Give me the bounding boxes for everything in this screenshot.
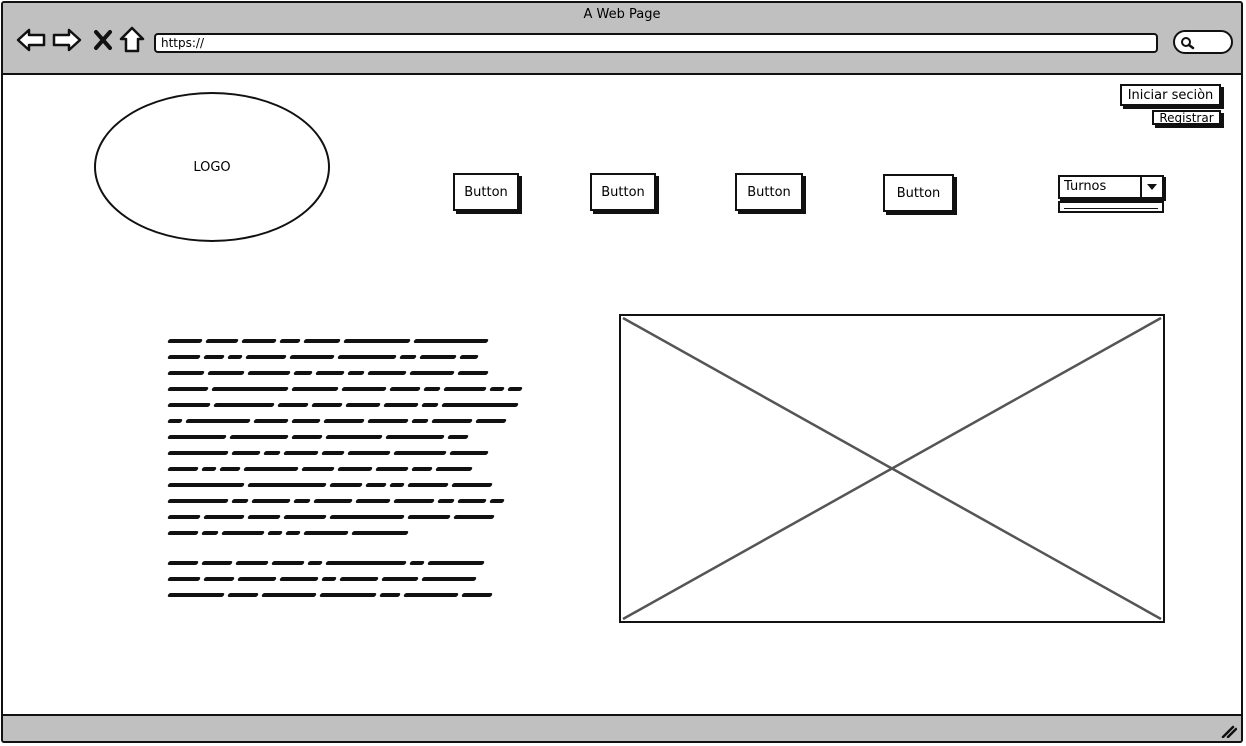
window-title: A Web Page <box>583 7 661 22</box>
text-paragraph-1 <box>167 333 528 541</box>
search-icon <box>1181 37 1195 50</box>
nav-button-4[interactable]: Button <box>883 174 954 212</box>
scribbled-text-block <box>167 333 528 617</box>
turnos-dropdown[interactable]: Turnos <box>1058 175 1164 213</box>
address-bar[interactable]: https:// <box>154 33 1158 53</box>
logo-placeholder: LOGO <box>94 92 330 242</box>
home-icon[interactable] <box>116 23 148 57</box>
logo-label: LOGO <box>193 159 231 175</box>
nav-button-3[interactable]: Button <box>735 173 803 211</box>
close-x-icon[interactable] <box>87 23 119 57</box>
browser-toolbar: A Web Page https:// <box>3 3 1241 75</box>
nav-button-2[interactable]: Button <box>590 173 656 211</box>
back-arrow-icon[interactable] <box>15 23 47 57</box>
forward-arrow-icon[interactable] <box>51 23 83 57</box>
register-button[interactable]: Registrar <box>1152 110 1221 125</box>
image-placeholder-cross <box>622 316 1162 621</box>
login-button[interactable]: Iniciar seciòn <box>1120 84 1221 106</box>
chevron-down-icon[interactable] <box>1140 177 1162 197</box>
page-content: LOGO Iniciar seciòn Registrar Button But… <box>3 75 1241 714</box>
turnos-options-list[interactable] <box>1058 201 1164 213</box>
image-placeholder <box>619 314 1165 623</box>
resize-grip-icon[interactable] <box>1221 724 1237 738</box>
browser-search-box[interactable] <box>1173 30 1233 54</box>
browser-status-bar <box>3 714 1241 741</box>
text-paragraph-2 <box>167 555 528 603</box>
turnos-selected-value: Turnos <box>1064 179 1107 194</box>
nav-button-1[interactable]: Button <box>453 173 519 211</box>
turnos-select[interactable]: Turnos <box>1058 175 1164 199</box>
